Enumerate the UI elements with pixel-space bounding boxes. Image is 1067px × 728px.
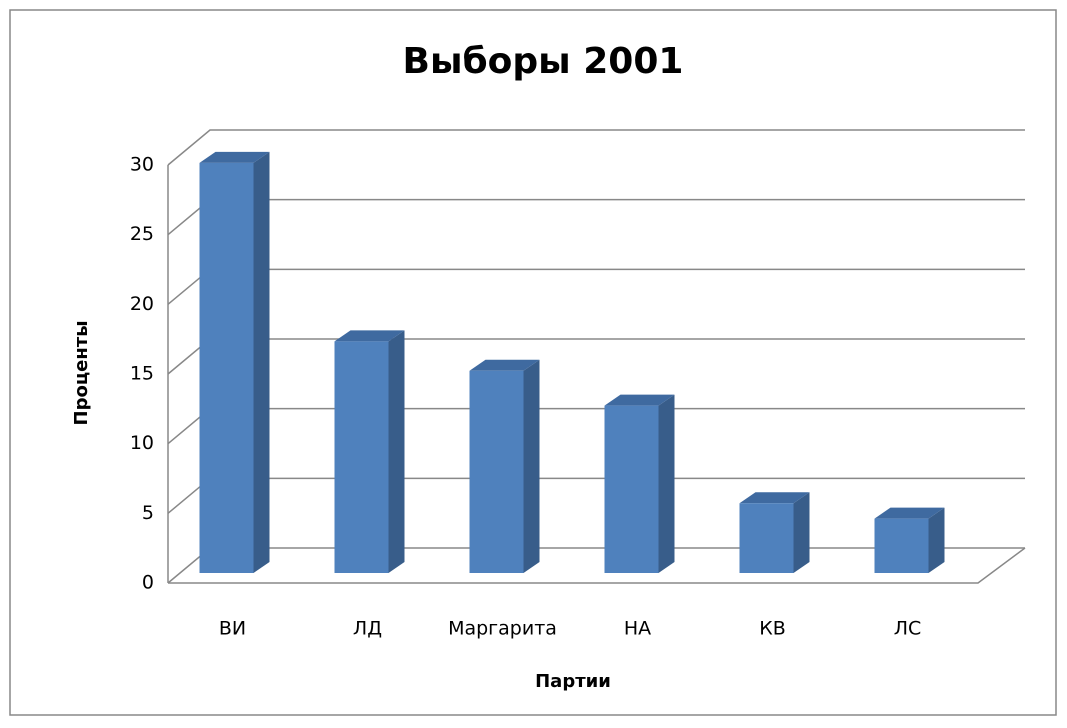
bar-side [253, 151, 270, 573]
bar [739, 492, 810, 573]
bar-side [658, 394, 675, 573]
bar-front [874, 518, 929, 573]
y-tick-label: 5 [142, 502, 154, 524]
y-tick-label: 25 [130, 223, 154, 245]
bar-top [199, 151, 270, 163]
bar [334, 330, 405, 573]
x-tick-label: КВ [759, 618, 786, 640]
x-tick-label: ВИ [219, 618, 246, 640]
y-tick-label: 30 [130, 154, 154, 176]
bar-side [928, 507, 945, 573]
x-tick-label: НА [624, 618, 651, 640]
floor-edge [168, 547, 1026, 584]
chart-title: Выборы 2001 [403, 41, 684, 82]
y-tick-label: 0 [142, 572, 154, 594]
x-tick-label: Маргарита [448, 618, 557, 640]
x-tick-label: ЛД [353, 618, 382, 640]
y-axis-label: Проценты [71, 320, 92, 425]
y-tick-label: 20 [130, 293, 154, 315]
bar-top [469, 359, 540, 371]
bar-top [739, 492, 810, 504]
bar-front [604, 405, 659, 573]
bar [199, 151, 270, 573]
x-tick-label: ЛС [894, 618, 922, 640]
grid-line [167, 129, 1025, 166]
bar [874, 507, 945, 573]
bar-top [334, 330, 405, 342]
y-tick-label: 15 [130, 363, 154, 385]
bar-front [469, 370, 524, 573]
bar-top [874, 507, 945, 519]
bar-front [739, 503, 794, 573]
bar [469, 359, 540, 573]
x-axis-label: Партии [535, 671, 611, 692]
bar-side [388, 330, 405, 573]
bar-top [604, 394, 675, 406]
bar-front [199, 162, 254, 573]
bar [604, 394, 675, 573]
bar-side [523, 359, 540, 573]
bar-side [793, 492, 810, 573]
bar-front [334, 341, 389, 573]
y-tick-label: 10 [130, 432, 154, 454]
